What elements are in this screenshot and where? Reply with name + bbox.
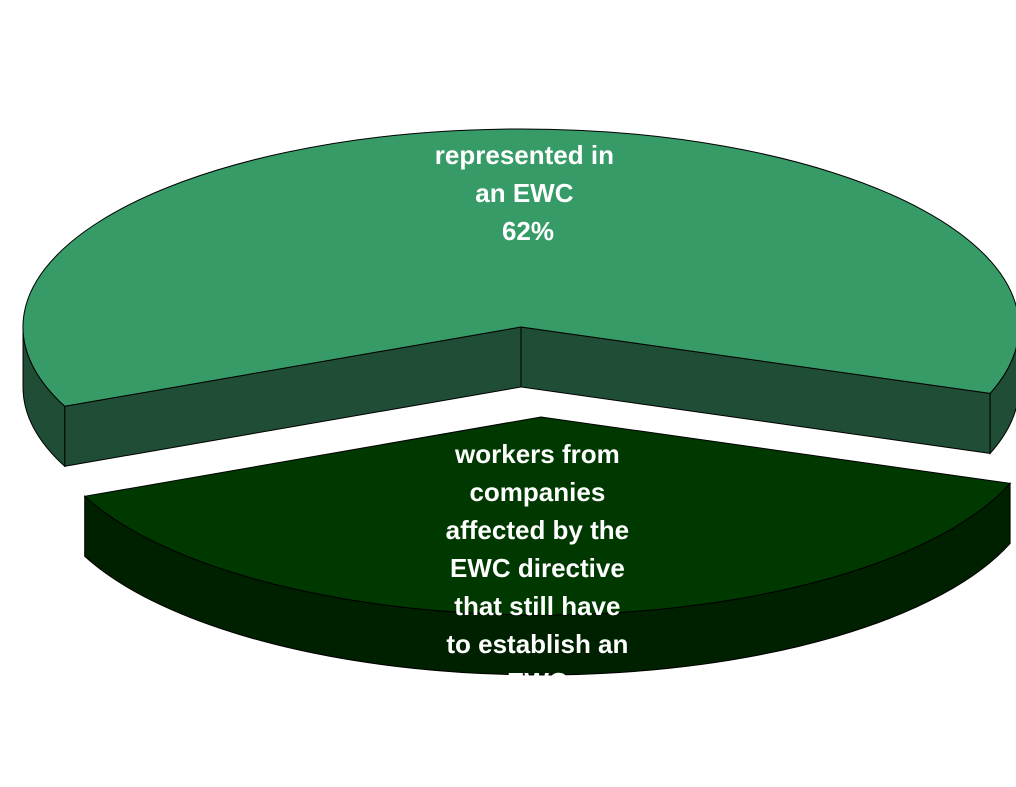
pie-label-line: affected by the — [446, 515, 630, 545]
pie-label-still-to-establish: workers from companies affected by the E… — [446, 439, 637, 735]
pie-label-line: workers — [474, 102, 575, 132]
pie-label-line: that still have — [454, 591, 620, 621]
pie-label-line: an EWC — [475, 178, 573, 208]
pie-label-line: represented in — [435, 140, 614, 170]
pie-label-line: EWC directive — [450, 553, 625, 583]
pie-label-represented: workers represented in an EWC 62% — [435, 102, 621, 246]
pie-label-line: EWC — [507, 667, 568, 697]
pie-label-line: companies — [469, 477, 605, 507]
pie-label-percent: 62% — [502, 216, 554, 246]
pie-slice-represented — [22, 128, 1016, 407]
pie-tops — [22, 128, 1016, 616]
pie-label-percent: 38% — [515, 705, 567, 735]
pie-label-line: to establish an — [446, 629, 628, 659]
pie-label-line: workers from — [454, 439, 620, 469]
pie-slice-still-to-establish — [83, 416, 1012, 616]
